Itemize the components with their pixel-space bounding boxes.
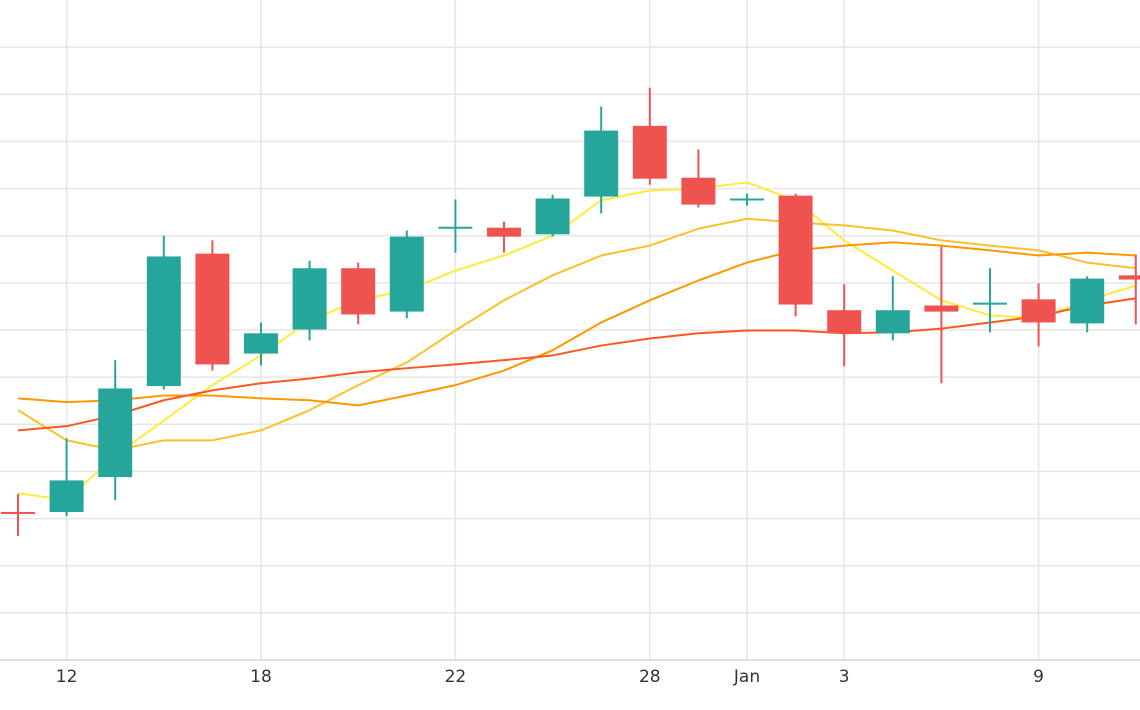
candle-body: [146, 256, 181, 387]
x-tick-label: 12: [56, 667, 78, 687]
moving-average-line: [17, 241, 1136, 407]
x-tick-label: 18: [250, 667, 272, 687]
candle-body: [584, 130, 619, 197]
candle-body: [341, 268, 376, 315]
candle-body: [1, 511, 35, 514]
candle-body: [875, 310, 910, 334]
candle-body: [292, 268, 327, 330]
x-tick-label: 22: [445, 667, 467, 687]
candle-body: [730, 198, 764, 201]
candle-body: [49, 480, 84, 512]
x-axis: 12 18 22 28 Jan 3 9: [0, 659, 1140, 687]
candle-body: [195, 253, 230, 365]
x-tick-label: 9: [1033, 667, 1044, 687]
candle-body: [487, 227, 521, 237]
moving-average-line: [17, 297, 1136, 432]
candle-body: [535, 198, 570, 235]
x-tick-label: 3: [839, 667, 850, 687]
candle-body: [827, 310, 862, 334]
plot-area: [1, 87, 1140, 537]
candle-body: [98, 388, 133, 478]
candle-body: [244, 333, 278, 354]
candle-body: [973, 302, 1007, 305]
x-tick-label: Jan: [733, 667, 760, 687]
x-tick-label: 28: [639, 667, 661, 687]
candle-body: [1118, 275, 1140, 280]
candle-body: [1070, 278, 1105, 324]
grid: [0, 0, 1140, 661]
candle-body: [389, 236, 424, 312]
candle-body: [924, 305, 959, 312]
candle-body: [778, 195, 813, 305]
candle-body: [438, 226, 473, 229]
candle-body: [681, 177, 716, 205]
candle-body: [632, 125, 667, 179]
moving-average-line: [17, 217, 1136, 452]
candle-body: [1021, 299, 1056, 323]
moving-average-line: [17, 181, 1137, 502]
